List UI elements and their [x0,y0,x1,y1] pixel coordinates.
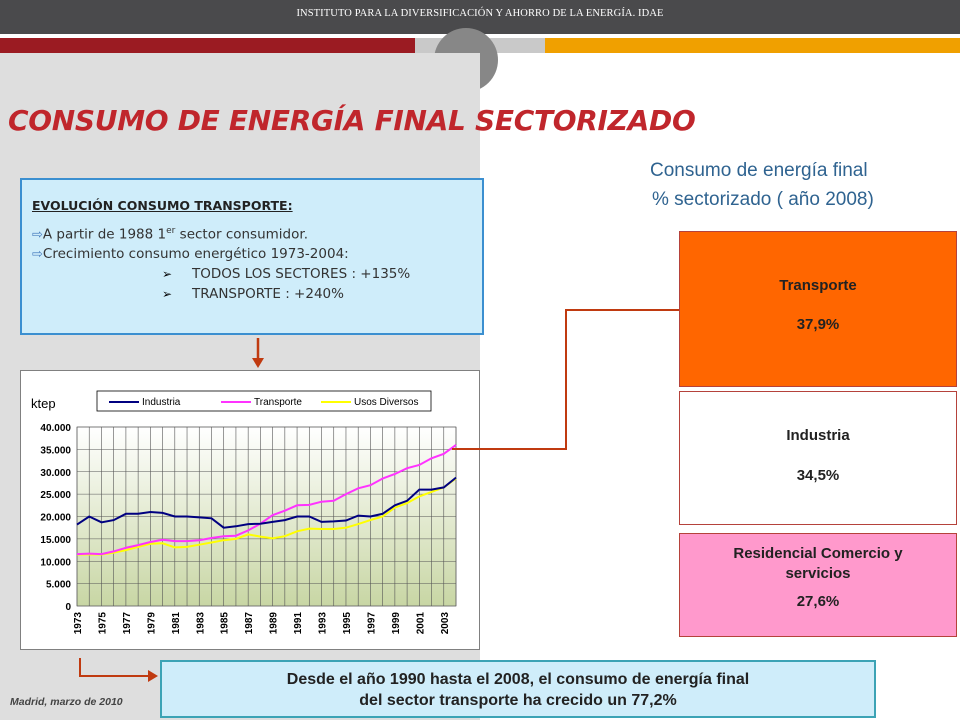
legend-box [96,390,432,412]
sector-box-industria: Industria 34,5% [679,391,957,525]
series-line [76,444,457,556]
x-tick-label: 1977 [122,612,133,635]
x-tick-label: 1985 [220,612,231,635]
y-tick-label: 40.000 [40,423,71,434]
x-tick-label: 1997 [366,612,377,635]
series-line [77,477,457,556]
line-chart: 0 5.000 10.000 15.000 20.000 25.000 30.000 35.0… [31,390,457,635]
sector-value: 37,9% [796,316,840,333]
x-tick-label: 1993 [318,612,329,635]
y-tick-label: 15.000 [40,535,71,546]
y-tick-label: 10.000 [40,557,71,568]
conclusion-line1: Desde el año 1990 hasta el 2008, el cons… [286,671,750,688]
x-tick-label: 1981 [171,612,182,635]
conclusion-line2: del sector transporte ha crecido un 77,2… [359,692,677,709]
legend-label: Usos Diversos [354,397,418,408]
y-tick-label: 20.000 [40,513,71,524]
sector-label: Residencial Comercio y [733,545,903,562]
info-box: EVOLUCIÓN CONSUMO TRANSPORTE: ⇨A partir … [20,178,484,335]
info-sub-1: ➢ TODOS LOS SECTORES : +135% [162,265,411,282]
y-tick-label: 30.000 [40,468,71,479]
x-tick-label: 1987 [244,612,255,635]
x-tick-label: 1989 [269,612,280,635]
y-axis-label: ktep [31,396,56,411]
sector-label: Transporte [779,277,857,294]
footer-date: Madrid, marzo de 2010 [10,696,123,708]
x-tick-label: 1999 [391,612,402,635]
institute-name: INSTITUTO PARA LA DIVERSIFICACIÓN Y AHOR… [296,8,664,19]
y-tick-label: 5.000 [46,580,71,591]
y-tick-label: 35.000 [40,445,71,456]
x-tick-label: 1975 [97,612,108,635]
chart-container: 0 5.000 10.000 15.000 20.000 25.000 30.000 35.0… [20,370,480,650]
x-tick-label: 1991 [293,612,304,635]
header-bar: INSTITUTO PARA LA DIVERSIFICACIÓN Y AHOR… [0,0,960,34]
y-tick-label: 25.000 [40,490,71,501]
y-tick-label: 0 [65,602,71,613]
decor-stripe-red [0,38,415,53]
checkmark-arrow-icon: ➢ [162,266,173,281]
decor-stripe-orange [545,38,960,53]
legend-label: Industria [142,397,181,408]
page-title: CONSUMO DE ENERGÍA FINAL SECTORIZADO [8,104,696,137]
checkmark-arrow-icon: ➢ [162,286,173,301]
arrow-down-icon [252,338,264,368]
sector-label: Industria [786,427,850,444]
sector-value: 27,6% [796,593,840,610]
info-line-2: ⇨Crecimiento consumo energético 1973-200… [32,245,349,262]
sector-box-residencial: Residencial Comercio y servicios 27,6% [679,533,957,637]
right-title-line2: % sectorizado ( año 2008) [652,189,874,210]
legend-label: Transporte [254,397,302,408]
conclusion-box: Desde el año 1990 hasta el 2008, el cons… [160,660,876,718]
sector-value: 34,5% [796,467,840,484]
arrow-right-icon: ⇨ [32,227,43,243]
right-title-line1: Consumo de energía final [650,160,868,181]
x-tick-label: 1983 [195,612,206,635]
x-tick-label: 1995 [342,612,353,635]
arrow-right-icon: ⇨ [32,246,43,262]
info-heading: EVOLUCIÓN CONSUMO TRANSPORTE: [32,198,293,213]
x-tick-label: 1973 [73,612,84,635]
info-line-1: ⇨A partir de 1988 1er sector consumidor. [32,226,308,243]
sector-label: servicios [785,565,851,582]
sector-box-transporte: Transporte 37,9% [679,231,957,387]
x-tick-label: 2003 [440,612,451,635]
series-line [76,476,457,529]
x-tick-label: 2001 [415,612,426,635]
x-tick-label: 1979 [146,612,157,635]
info-sub-2: ➢ TRANSPORTE : +240% [162,285,344,302]
